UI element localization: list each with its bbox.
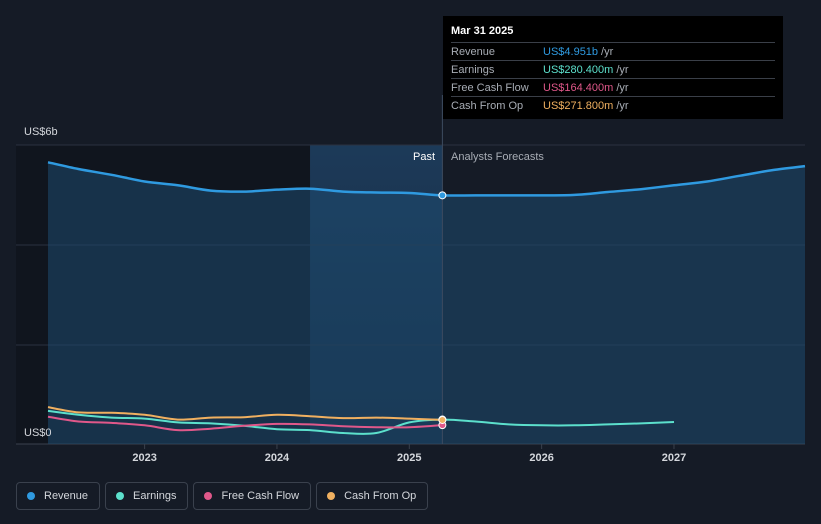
tooltip-unit: /yr	[616, 99, 629, 112]
tooltip-value: US$271.800m	[543, 99, 614, 112]
earnings-line	[47, 409, 675, 435]
revenue-line	[47, 161, 806, 197]
legend-item-earnings[interactable]: Earnings	[105, 482, 189, 510]
tooltip-unit: /yr	[601, 45, 614, 58]
legend-dot-icon	[116, 492, 125, 500]
tooltip-row-earnings: Earnings US$280.400m/yr	[451, 60, 775, 78]
revenue-marker[interactable]	[438, 191, 447, 200]
data-tooltip: Mar 31 2025 Revenue US$4.951b/yr Earnings U…	[443, 16, 783, 119]
tooltip-row-revenue: Revenue US$4.951b/yr	[451, 42, 775, 60]
tooltip-row-cash-from-op: Cash From Op US$271.800m/yr	[451, 96, 775, 114]
tooltip-label: Revenue	[451, 45, 496, 58]
tooltip-label: Cash From Op	[451, 99, 524, 112]
chart-legend: Revenue Earnings Free Cash Flow Cash From O…	[16, 482, 429, 510]
cash-from-op-line	[47, 406, 443, 421]
x-tick-label: 2027	[662, 452, 686, 464]
x-tick-label: 2024	[265, 452, 290, 464]
legend-dot-icon	[327, 492, 336, 500]
series-lines	[47, 161, 806, 435]
tooltip-unit: /yr	[616, 81, 629, 94]
legend-dot-icon	[27, 492, 35, 500]
tooltip-unit: /yr	[616, 63, 629, 76]
legend-label: Revenue	[44, 490, 89, 502]
legend-label: Free Cash Flow	[221, 490, 300, 502]
cash-from-op-marker[interactable]	[438, 415, 447, 424]
tooltip-row-free-cash-flow: Free Cash Flow US$164.400m/yr	[451, 78, 775, 96]
tooltip-date: Mar 31 2025	[451, 25, 514, 37]
y-label-bottom: US$0	[24, 427, 52, 439]
legend-item-revenue[interactable]: Revenue	[16, 482, 101, 510]
forecast-label: Analysts Forecasts	[451, 151, 544, 163]
tooltip-value: US$280.400m	[543, 63, 614, 76]
x-tick-label: 2023	[132, 452, 156, 464]
free-cash-flow-line	[47, 415, 443, 432]
series-areas	[48, 162, 805, 445]
x-axis-ticks: 2023 2024 2025 2026 2027	[132, 444, 686, 464]
tooltip-label: Earnings	[451, 63, 495, 76]
legend-label: Cash From Op	[344, 490, 417, 502]
revenue-area	[48, 162, 805, 445]
x-tick-label: 2026	[529, 452, 553, 464]
legend-item-cash-from-op[interactable]: Cash From Op	[316, 482, 429, 510]
legend-item-free-cash-flow[interactable]: Free Cash Flow	[193, 482, 312, 510]
y-label-top: US$6b	[24, 126, 58, 138]
legend-label: Earnings	[133, 490, 177, 502]
tooltip-value: US$164.400m	[543, 81, 614, 94]
current-markers[interactable]	[438, 191, 447, 430]
past-label: Past	[413, 151, 435, 163]
tooltip-value: US$4.951b	[543, 45, 599, 58]
tooltip-label: Free Cash Flow	[451, 81, 529, 94]
x-tick-label: 2025	[397, 452, 421, 464]
legend-dot-icon	[204, 492, 213, 500]
